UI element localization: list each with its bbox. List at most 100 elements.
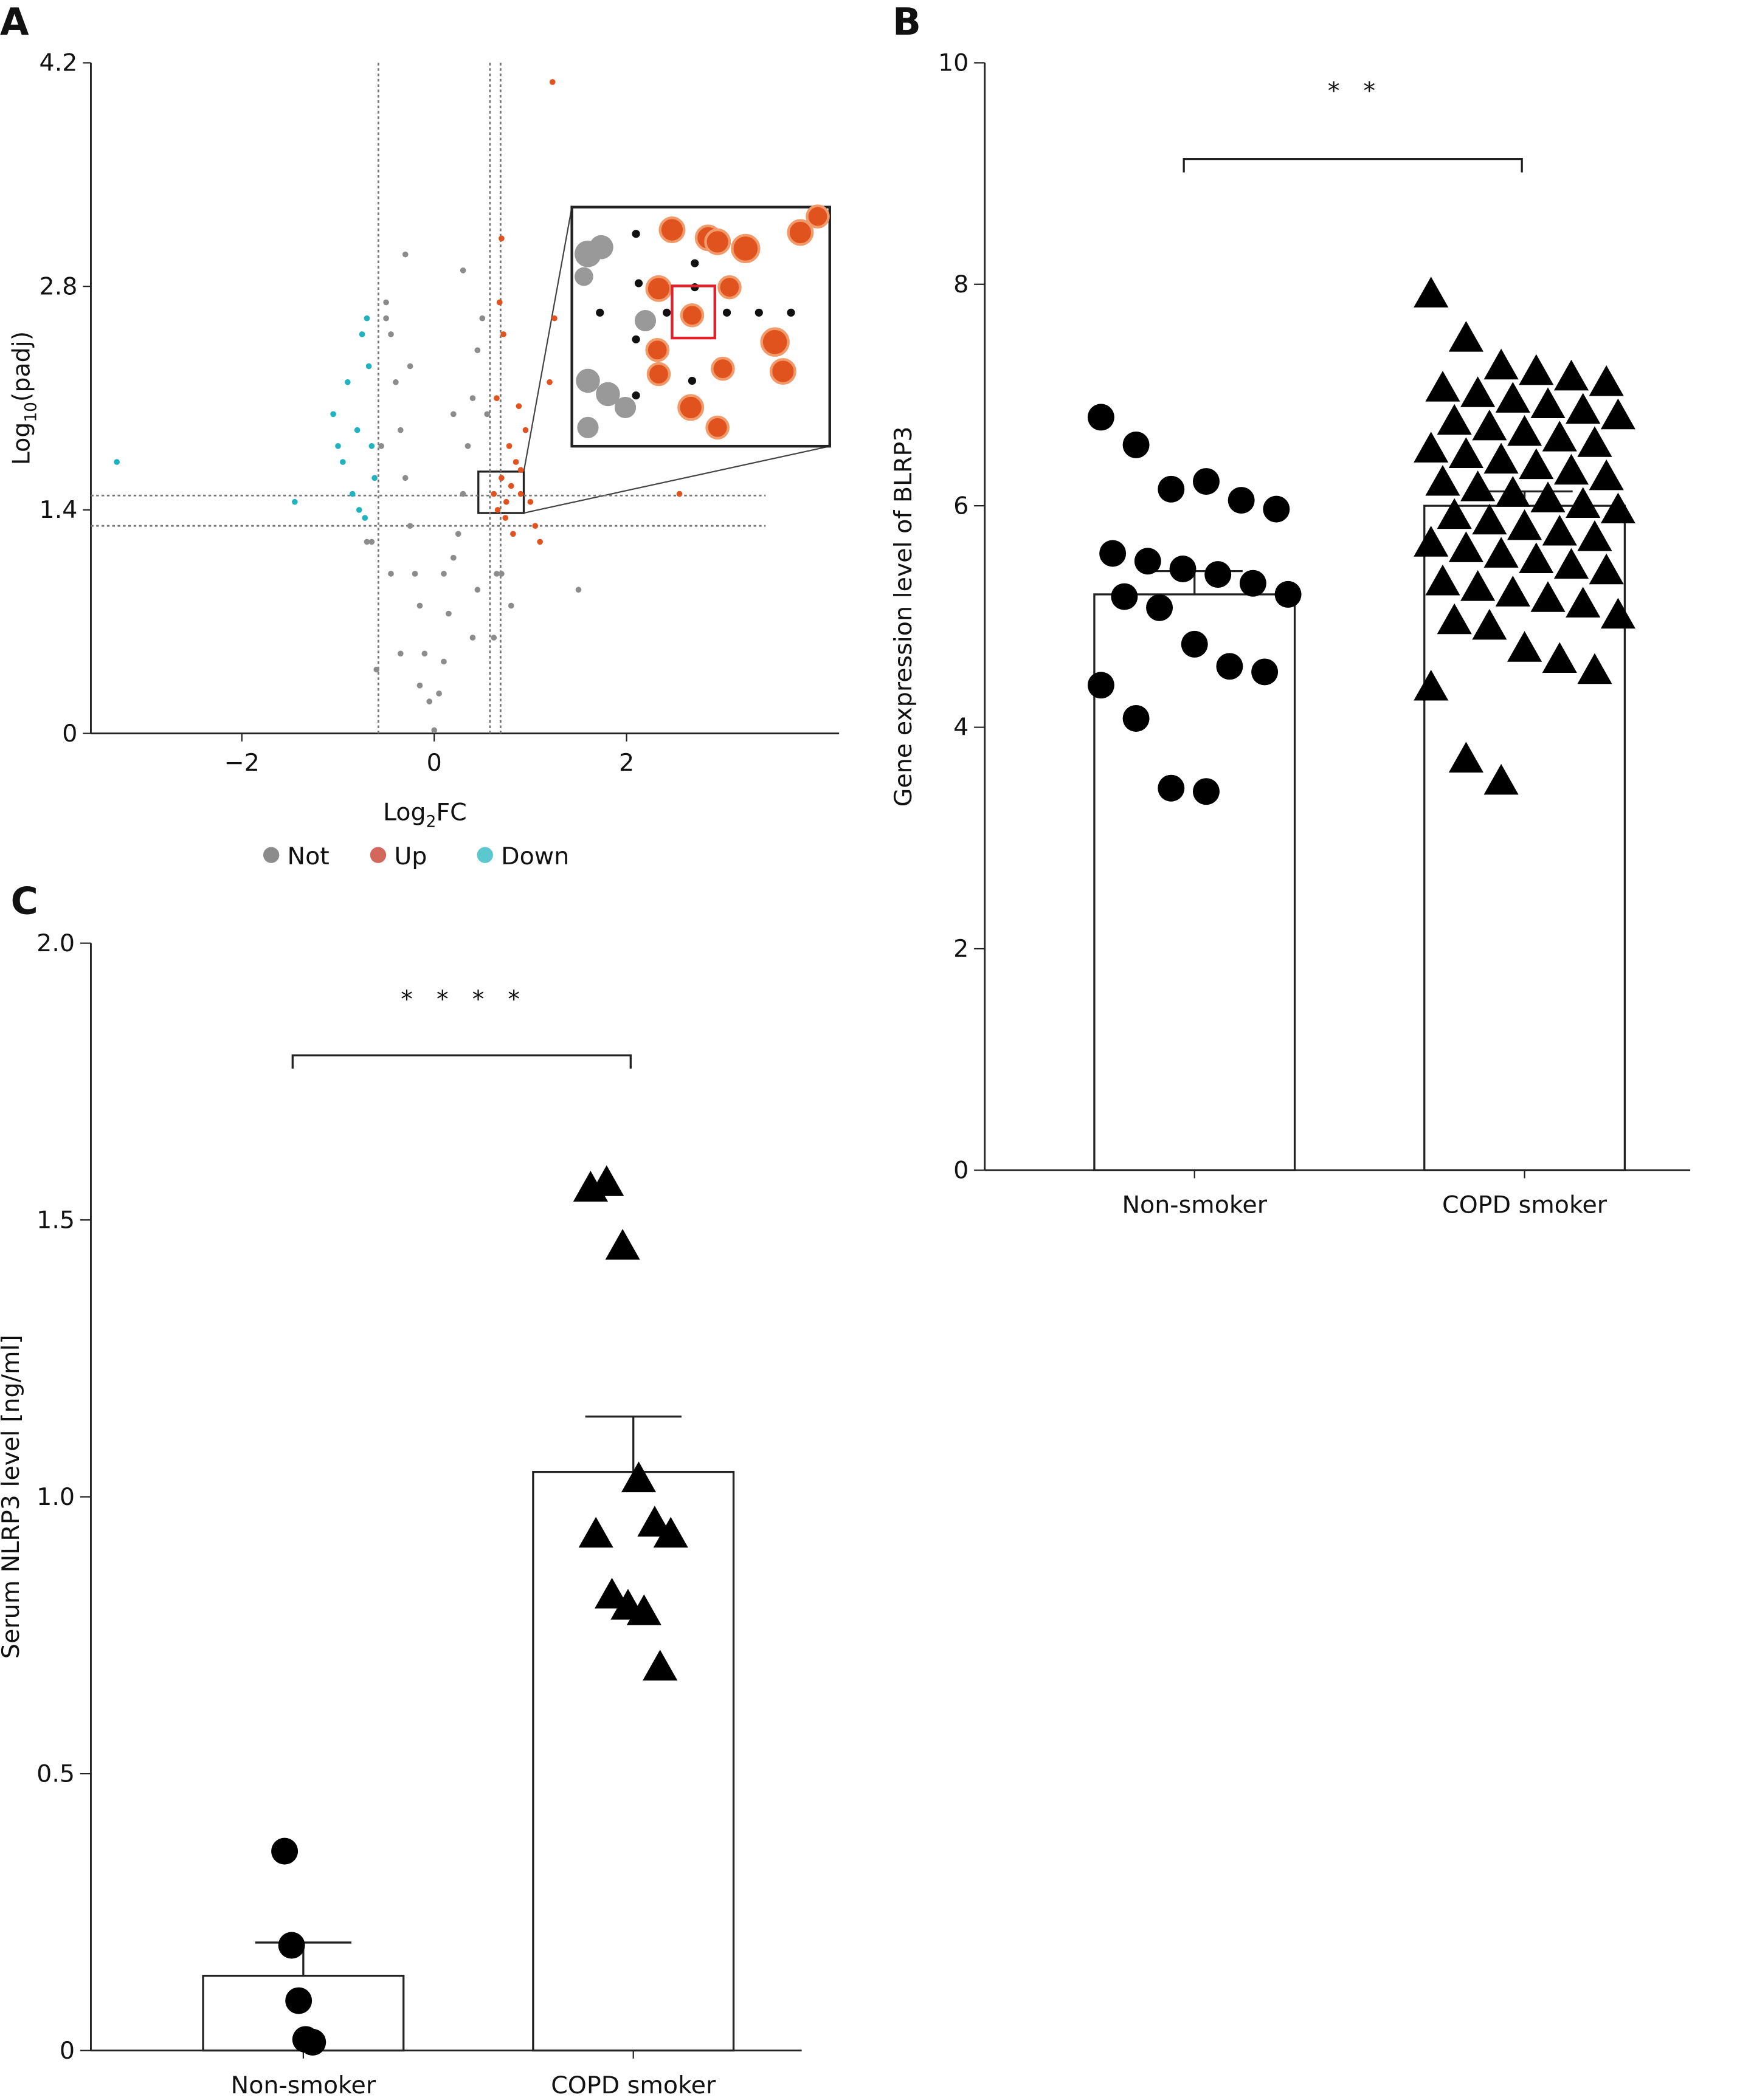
point [388,571,394,577]
point-triangle [1577,653,1612,684]
point-triangle [1437,498,1472,529]
point-triangle [1566,587,1601,618]
point-triangle [1577,426,1612,457]
zoom-line [523,446,831,514]
point [362,515,368,521]
point [431,727,438,734]
point-triangle [1553,453,1589,485]
point-triangle [1414,670,1449,701]
point-triangle [1589,459,1624,491]
point-triangle [1460,376,1496,407]
point [335,442,341,449]
x-tick-label: 2 [619,749,634,777]
point-circle [1122,704,1150,732]
legend-marker [370,847,387,863]
point-circle [1087,672,1114,699]
legend-label: Up [394,842,427,870]
point-circle [278,1932,305,1959]
point-triangle [1437,603,1472,635]
point [349,491,356,497]
point-circle [1192,468,1220,495]
label-base: Log [7,422,35,466]
point-triangle [1542,642,1577,673]
point-circle [1274,580,1302,608]
point [502,515,509,521]
point-triangle [1483,763,1519,795]
point-triangle [1600,398,1635,430]
point-circle [1111,583,1138,610]
point [359,331,365,337]
point-circle [1251,658,1279,686]
point [416,683,423,689]
point-triangle [1483,442,1519,474]
point-triangle [1530,481,1566,512]
point [503,498,509,505]
y-tick-label: 8 [953,270,969,298]
legend-marker [477,847,493,863]
point [676,491,683,497]
axis-label: Log10(padj) [7,331,40,465]
inset-gray [575,235,657,438]
x-tick-label: −2 [224,749,260,777]
point [365,363,372,370]
point [491,635,497,641]
point [464,442,471,449]
point [373,666,380,673]
point-triangle [1589,553,1624,585]
point-triangle [1566,393,1601,424]
point [496,299,503,306]
point [407,363,413,370]
point [516,403,522,409]
point [397,427,404,433]
label-rest: (padj) [7,331,35,402]
point-triangle [626,1594,661,1625]
point-circle [1263,495,1290,523]
inset-highlight [671,284,716,340]
y-tick-label: 4.2 [40,49,78,77]
point [517,467,524,473]
point-triangle [1530,581,1566,612]
point [364,315,370,322]
point [340,459,346,465]
point-triangle [589,1165,624,1196]
point [383,299,389,306]
significance-bracket [1183,157,1523,173]
point [549,79,556,85]
point [450,554,457,561]
point [474,347,481,354]
point-circle [1087,404,1114,431]
point [460,267,466,274]
point-triangle [1495,476,1530,507]
label-base: Log [383,798,426,826]
point-circle [1192,778,1220,805]
point [460,491,466,497]
x-tick-label: Non-smoker [231,2071,376,2099]
point-triangle [621,1461,657,1493]
point-circle [1169,556,1197,582]
point [397,650,404,657]
point [537,539,544,545]
point-triangle [1600,597,1635,629]
point-triangle [1542,421,1577,452]
point-triangle [1472,409,1507,441]
point-triangle [1414,277,1449,308]
point [368,442,375,449]
point-triangle [1566,487,1601,518]
point-triangle [1495,576,1530,607]
label-sub: 10 [22,402,40,422]
point [383,315,389,322]
zoom-inset [477,204,831,514]
y-axis-label: Serum NLRP3 level [ng/ml] [0,1335,25,1659]
point [402,251,409,258]
point-circle [1122,431,1150,458]
zoom-line [523,207,573,472]
point-triangle [1460,570,1496,601]
point-triangle [578,1516,613,1548]
point-triangle [1600,492,1635,524]
point-triangle [1448,531,1483,562]
point [416,602,423,609]
point [499,571,505,577]
point [510,531,516,537]
point [479,315,486,322]
point-triangle [1519,354,1554,385]
